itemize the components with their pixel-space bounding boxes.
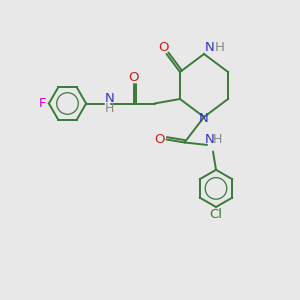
Text: F: F — [38, 97, 46, 110]
Text: N: N — [199, 112, 209, 125]
Text: N: N — [104, 92, 114, 105]
Text: H: H — [104, 102, 114, 116]
Text: O: O — [128, 71, 139, 84]
Text: H: H — [215, 41, 224, 54]
Text: N: N — [205, 41, 214, 54]
Text: Cl: Cl — [209, 208, 223, 221]
Text: N: N — [205, 133, 214, 146]
Text: H: H — [213, 133, 222, 146]
Text: O: O — [158, 41, 169, 54]
Text: O: O — [155, 133, 165, 146]
